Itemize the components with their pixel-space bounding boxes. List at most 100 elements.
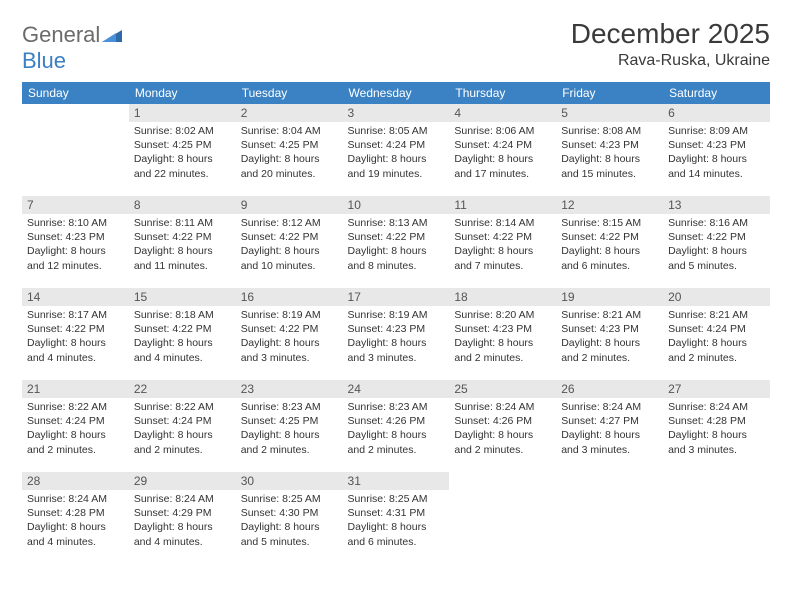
day-number: 12 xyxy=(556,196,663,214)
sunrise-text: Sunrise: 8:20 AM xyxy=(454,308,551,322)
daylight-text: Daylight: 8 hours and 3 minutes. xyxy=(348,336,445,364)
sunset-text: Sunset: 4:30 PM xyxy=(241,506,338,520)
day-number: 9 xyxy=(236,196,343,214)
daylight-text: Daylight: 8 hours and 3 minutes. xyxy=(668,428,765,456)
day-content: Sunrise: 8:15 AMSunset: 4:22 PMDaylight:… xyxy=(556,214,663,275)
calendar-day-cell: 21Sunrise: 8:22 AMSunset: 4:24 PMDayligh… xyxy=(22,380,129,472)
sunset-text: Sunset: 4:22 PM xyxy=(668,230,765,244)
day-number: 20 xyxy=(663,288,770,306)
calendar-day-cell: 5Sunrise: 8:08 AMSunset: 4:23 PMDaylight… xyxy=(556,104,663,196)
weekday-header: Tuesday xyxy=(236,82,343,104)
sunset-text: Sunset: 4:23 PM xyxy=(348,322,445,336)
day-content: Sunrise: 8:04 AMSunset: 4:25 PMDaylight:… xyxy=(236,122,343,183)
weekday-header: Wednesday xyxy=(343,82,450,104)
daylight-text: Daylight: 8 hours and 4 minutes. xyxy=(27,336,124,364)
calendar-day-cell xyxy=(22,104,129,196)
day-content: Sunrise: 8:19 AMSunset: 4:23 PMDaylight:… xyxy=(343,306,450,367)
calendar-day-cell: 4Sunrise: 8:06 AMSunset: 4:24 PMDaylight… xyxy=(449,104,556,196)
sunrise-text: Sunrise: 8:19 AM xyxy=(348,308,445,322)
daylight-text: Daylight: 8 hours and 17 minutes. xyxy=(454,152,551,180)
weekday-header: Thursday xyxy=(449,82,556,104)
day-content: Sunrise: 8:14 AMSunset: 4:22 PMDaylight:… xyxy=(449,214,556,275)
sunrise-text: Sunrise: 8:19 AM xyxy=(241,308,338,322)
sunrise-text: Sunrise: 8:17 AM xyxy=(27,308,124,322)
daylight-text: Daylight: 8 hours and 3 minutes. xyxy=(241,336,338,364)
sunset-text: Sunset: 4:24 PM xyxy=(454,138,551,152)
sunset-text: Sunset: 4:26 PM xyxy=(454,414,551,428)
calendar-day-cell: 27Sunrise: 8:24 AMSunset: 4:28 PMDayligh… xyxy=(663,380,770,472)
sunrise-text: Sunrise: 8:21 AM xyxy=(668,308,765,322)
daylight-text: Daylight: 8 hours and 14 minutes. xyxy=(668,152,765,180)
daylight-text: Daylight: 8 hours and 8 minutes. xyxy=(348,244,445,272)
calendar-day-cell: 23Sunrise: 8:23 AMSunset: 4:25 PMDayligh… xyxy=(236,380,343,472)
day-number: 28 xyxy=(22,472,129,490)
sunset-text: Sunset: 4:25 PM xyxy=(134,138,231,152)
calendar-day-cell: 17Sunrise: 8:19 AMSunset: 4:23 PMDayligh… xyxy=(343,288,450,380)
day-number: 23 xyxy=(236,380,343,398)
calendar-day-cell: 14Sunrise: 8:17 AMSunset: 4:22 PMDayligh… xyxy=(22,288,129,380)
sunrise-text: Sunrise: 8:24 AM xyxy=(27,492,124,506)
daylight-text: Daylight: 8 hours and 2 minutes. xyxy=(561,336,658,364)
calendar-day-cell: 30Sunrise: 8:25 AMSunset: 4:30 PMDayligh… xyxy=(236,472,343,564)
sunrise-text: Sunrise: 8:22 AM xyxy=(27,400,124,414)
sunset-text: Sunset: 4:25 PM xyxy=(241,414,338,428)
sunset-text: Sunset: 4:24 PM xyxy=(668,322,765,336)
sunrise-text: Sunrise: 8:22 AM xyxy=(134,400,231,414)
sunrise-text: Sunrise: 8:12 AM xyxy=(241,216,338,230)
sunrise-text: Sunrise: 8:15 AM xyxy=(561,216,658,230)
day-content: Sunrise: 8:23 AMSunset: 4:26 PMDaylight:… xyxy=(343,398,450,459)
day-content: Sunrise: 8:21 AMSunset: 4:24 PMDaylight:… xyxy=(663,306,770,367)
daylight-text: Daylight: 8 hours and 2 minutes. xyxy=(454,336,551,364)
day-number: 3 xyxy=(343,104,450,122)
brand-part2: Blue xyxy=(22,48,66,73)
daylight-text: Daylight: 8 hours and 2 minutes. xyxy=(241,428,338,456)
calendar-day-cell: 29Sunrise: 8:24 AMSunset: 4:29 PMDayligh… xyxy=(129,472,236,564)
calendar-header-row: SundayMondayTuesdayWednesdayThursdayFrid… xyxy=(22,82,770,104)
day-content: Sunrise: 8:05 AMSunset: 4:24 PMDaylight:… xyxy=(343,122,450,183)
sunrise-text: Sunrise: 8:09 AM xyxy=(668,124,765,138)
day-number: 15 xyxy=(129,288,236,306)
sunrise-text: Sunrise: 8:23 AM xyxy=(348,400,445,414)
sunset-text: Sunset: 4:25 PM xyxy=(241,138,338,152)
daylight-text: Daylight: 8 hours and 11 minutes. xyxy=(134,244,231,272)
day-number: 26 xyxy=(556,380,663,398)
brand-part1: General xyxy=(22,22,100,47)
day-number: 11 xyxy=(449,196,556,214)
day-content: Sunrise: 8:25 AMSunset: 4:31 PMDaylight:… xyxy=(343,490,450,551)
sunrise-text: Sunrise: 8:16 AM xyxy=(668,216,765,230)
daylight-text: Daylight: 8 hours and 5 minutes. xyxy=(668,244,765,272)
weekday-header: Saturday xyxy=(663,82,770,104)
day-number: 4 xyxy=(449,104,556,122)
day-content: Sunrise: 8:09 AMSunset: 4:23 PMDaylight:… xyxy=(663,122,770,183)
calendar-day-cell: 16Sunrise: 8:19 AMSunset: 4:22 PMDayligh… xyxy=(236,288,343,380)
day-content: Sunrise: 8:17 AMSunset: 4:22 PMDaylight:… xyxy=(22,306,129,367)
day-number: 31 xyxy=(343,472,450,490)
daylight-text: Daylight: 8 hours and 5 minutes. xyxy=(241,520,338,548)
month-title: December 2025 xyxy=(571,18,770,50)
daylight-text: Daylight: 8 hours and 12 minutes. xyxy=(27,244,124,272)
calendar-day-cell: 9Sunrise: 8:12 AMSunset: 4:22 PMDaylight… xyxy=(236,196,343,288)
calendar-day-cell: 6Sunrise: 8:09 AMSunset: 4:23 PMDaylight… xyxy=(663,104,770,196)
daylight-text: Daylight: 8 hours and 10 minutes. xyxy=(241,244,338,272)
sunset-text: Sunset: 4:22 PM xyxy=(241,230,338,244)
sunset-text: Sunset: 4:23 PM xyxy=(668,138,765,152)
weekday-header: Sunday xyxy=(22,82,129,104)
calendar-week-row: 1Sunrise: 8:02 AMSunset: 4:25 PMDaylight… xyxy=(22,104,770,196)
daylight-text: Daylight: 8 hours and 22 minutes. xyxy=(134,152,231,180)
sunset-text: Sunset: 4:26 PM xyxy=(348,414,445,428)
day-number: 1 xyxy=(129,104,236,122)
calendar-day-cell: 10Sunrise: 8:13 AMSunset: 4:22 PMDayligh… xyxy=(343,196,450,288)
calendar-day-cell: 13Sunrise: 8:16 AMSunset: 4:22 PMDayligh… xyxy=(663,196,770,288)
sunset-text: Sunset: 4:28 PM xyxy=(27,506,124,520)
daylight-text: Daylight: 8 hours and 4 minutes. xyxy=(27,520,124,548)
sunrise-text: Sunrise: 8:24 AM xyxy=(668,400,765,414)
sunset-text: Sunset: 4:24 PM xyxy=(134,414,231,428)
calendar-week-row: 14Sunrise: 8:17 AMSunset: 4:22 PMDayligh… xyxy=(22,288,770,380)
day-number: 18 xyxy=(449,288,556,306)
sunrise-text: Sunrise: 8:18 AM xyxy=(134,308,231,322)
sunset-text: Sunset: 4:22 PM xyxy=(134,322,231,336)
weekday-header: Monday xyxy=(129,82,236,104)
day-number: 27 xyxy=(663,380,770,398)
day-content: Sunrise: 8:12 AMSunset: 4:22 PMDaylight:… xyxy=(236,214,343,275)
sunset-text: Sunset: 4:23 PM xyxy=(27,230,124,244)
